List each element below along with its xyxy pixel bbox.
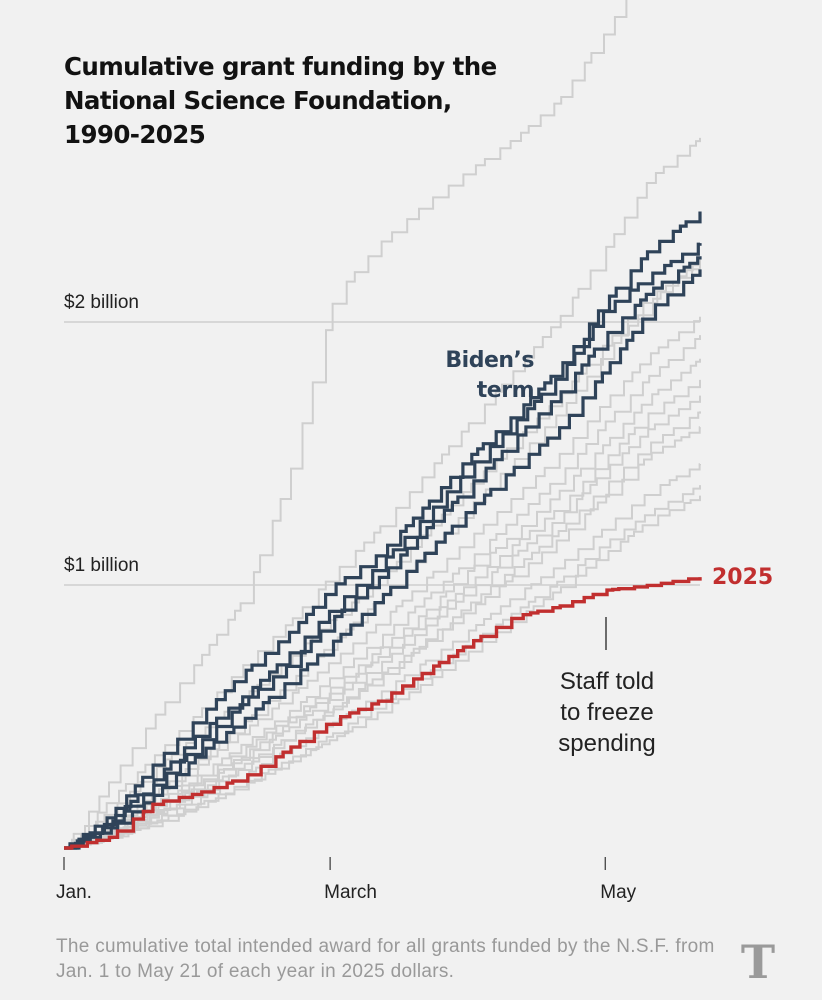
series-other-year-7 — [64, 426, 701, 849]
series-other-year-14 — [64, 258, 701, 849]
series-other-year-11 — [64, 335, 701, 849]
annotation-freeze-line1: Staff told — [560, 668, 654, 695]
y-label-2-billion: $2 billion — [64, 292, 139, 313]
biden-years-series — [64, 211, 702, 850]
series-other-year-1 — [64, 0, 628, 849]
series-other-year-12 — [64, 379, 701, 849]
series-other-year-4 — [64, 316, 701, 849]
series-biden-year-b — [64, 242, 702, 850]
series-biden-year-d — [64, 269, 702, 850]
series-other-year-10 — [64, 411, 701, 849]
x-label-march: March — [324, 882, 377, 903]
x-label-jan: Jan. — [56, 882, 92, 903]
series-2025 — [64, 577, 702, 850]
x-label-may: May — [600, 882, 636, 903]
nyt-logo-icon: T — [740, 935, 776, 989]
chart-title: Cumulative grant funding by the National… — [64, 52, 497, 149]
annotation-freeze-line2: to freeze — [560, 699, 653, 726]
chart-plot: $1 billion $2 billion Jan. March May Biden’… — [56, 0, 773, 903]
x-axis: Jan. March May — [56, 857, 637, 903]
series-biden-year-a — [64, 211, 702, 850]
annotation-2025: 2025 — [712, 565, 773, 590]
series-other-year-2 — [64, 137, 701, 849]
annotation-biden-line1: Biden’s — [445, 348, 534, 373]
year-2025-series — [64, 577, 702, 850]
gridlines: $1 billion $2 billion — [64, 292, 700, 586]
annotation-biden-line2: term — [477, 378, 534, 403]
annotations: Biden’s term 2025 Staff told to freeze spendi… — [445, 348, 773, 757]
annotation-freeze-line3: spending — [558, 730, 655, 757]
series-other-year-13 — [64, 495, 701, 849]
y-label-1-billion: $1 billion — [64, 555, 139, 576]
footnote: The cumulative total intended award for … — [56, 936, 715, 982]
